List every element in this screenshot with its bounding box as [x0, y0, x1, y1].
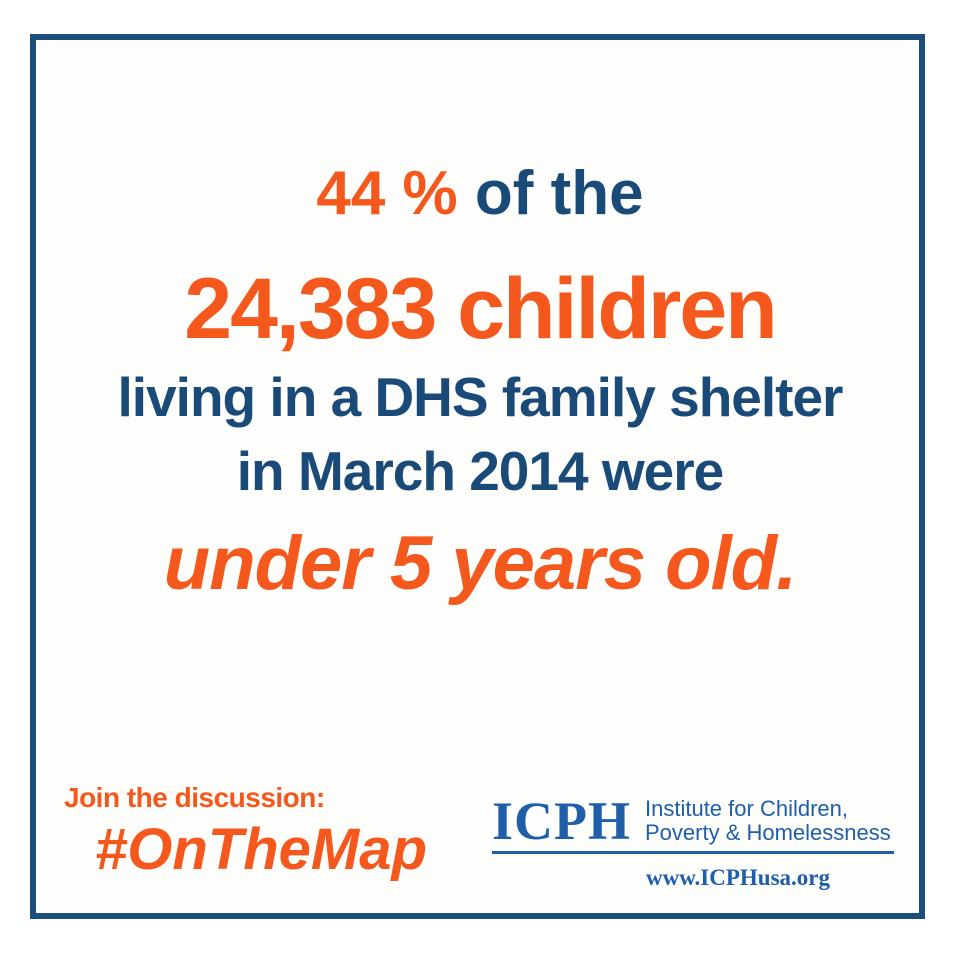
stat-context-line-1: living in a DHS family shelter	[117, 366, 844, 428]
icph-logo-org-name: Institute for Children, Poverty & Homele…	[631, 796, 891, 846]
hashtag-onthemap: #OnTheMap	[95, 817, 427, 882]
icph-website-url: www.ICPHusa.org	[645, 864, 830, 890]
stat-context-line-2: in March 2014 were	[236, 440, 724, 502]
stat-children-count: 24,383 children	[184, 261, 777, 357]
stat-percent-value: 44 %	[316, 159, 458, 228]
icph-logo-org-line-2: Poverty & Homelessness	[645, 820, 891, 846]
stat-line-percent: 44 % of the	[0, 163, 960, 225]
border-frame	[30, 34, 925, 919]
stat-percent-suffix: of the	[457, 159, 644, 228]
icph-logo-org-line-1: Institute for Children,	[645, 796, 848, 822]
icph-logo-row: ICPH Institute for Children, Poverty & H…	[492, 791, 894, 854]
icph-logo: ICPH Institute for Children, Poverty & H…	[492, 791, 894, 891]
stat-emphasis-line: under 5 years old.	[163, 521, 797, 606]
icph-logo-acronym: ICPH	[492, 791, 631, 851]
join-discussion-label: Join the discussion:	[64, 782, 325, 813]
